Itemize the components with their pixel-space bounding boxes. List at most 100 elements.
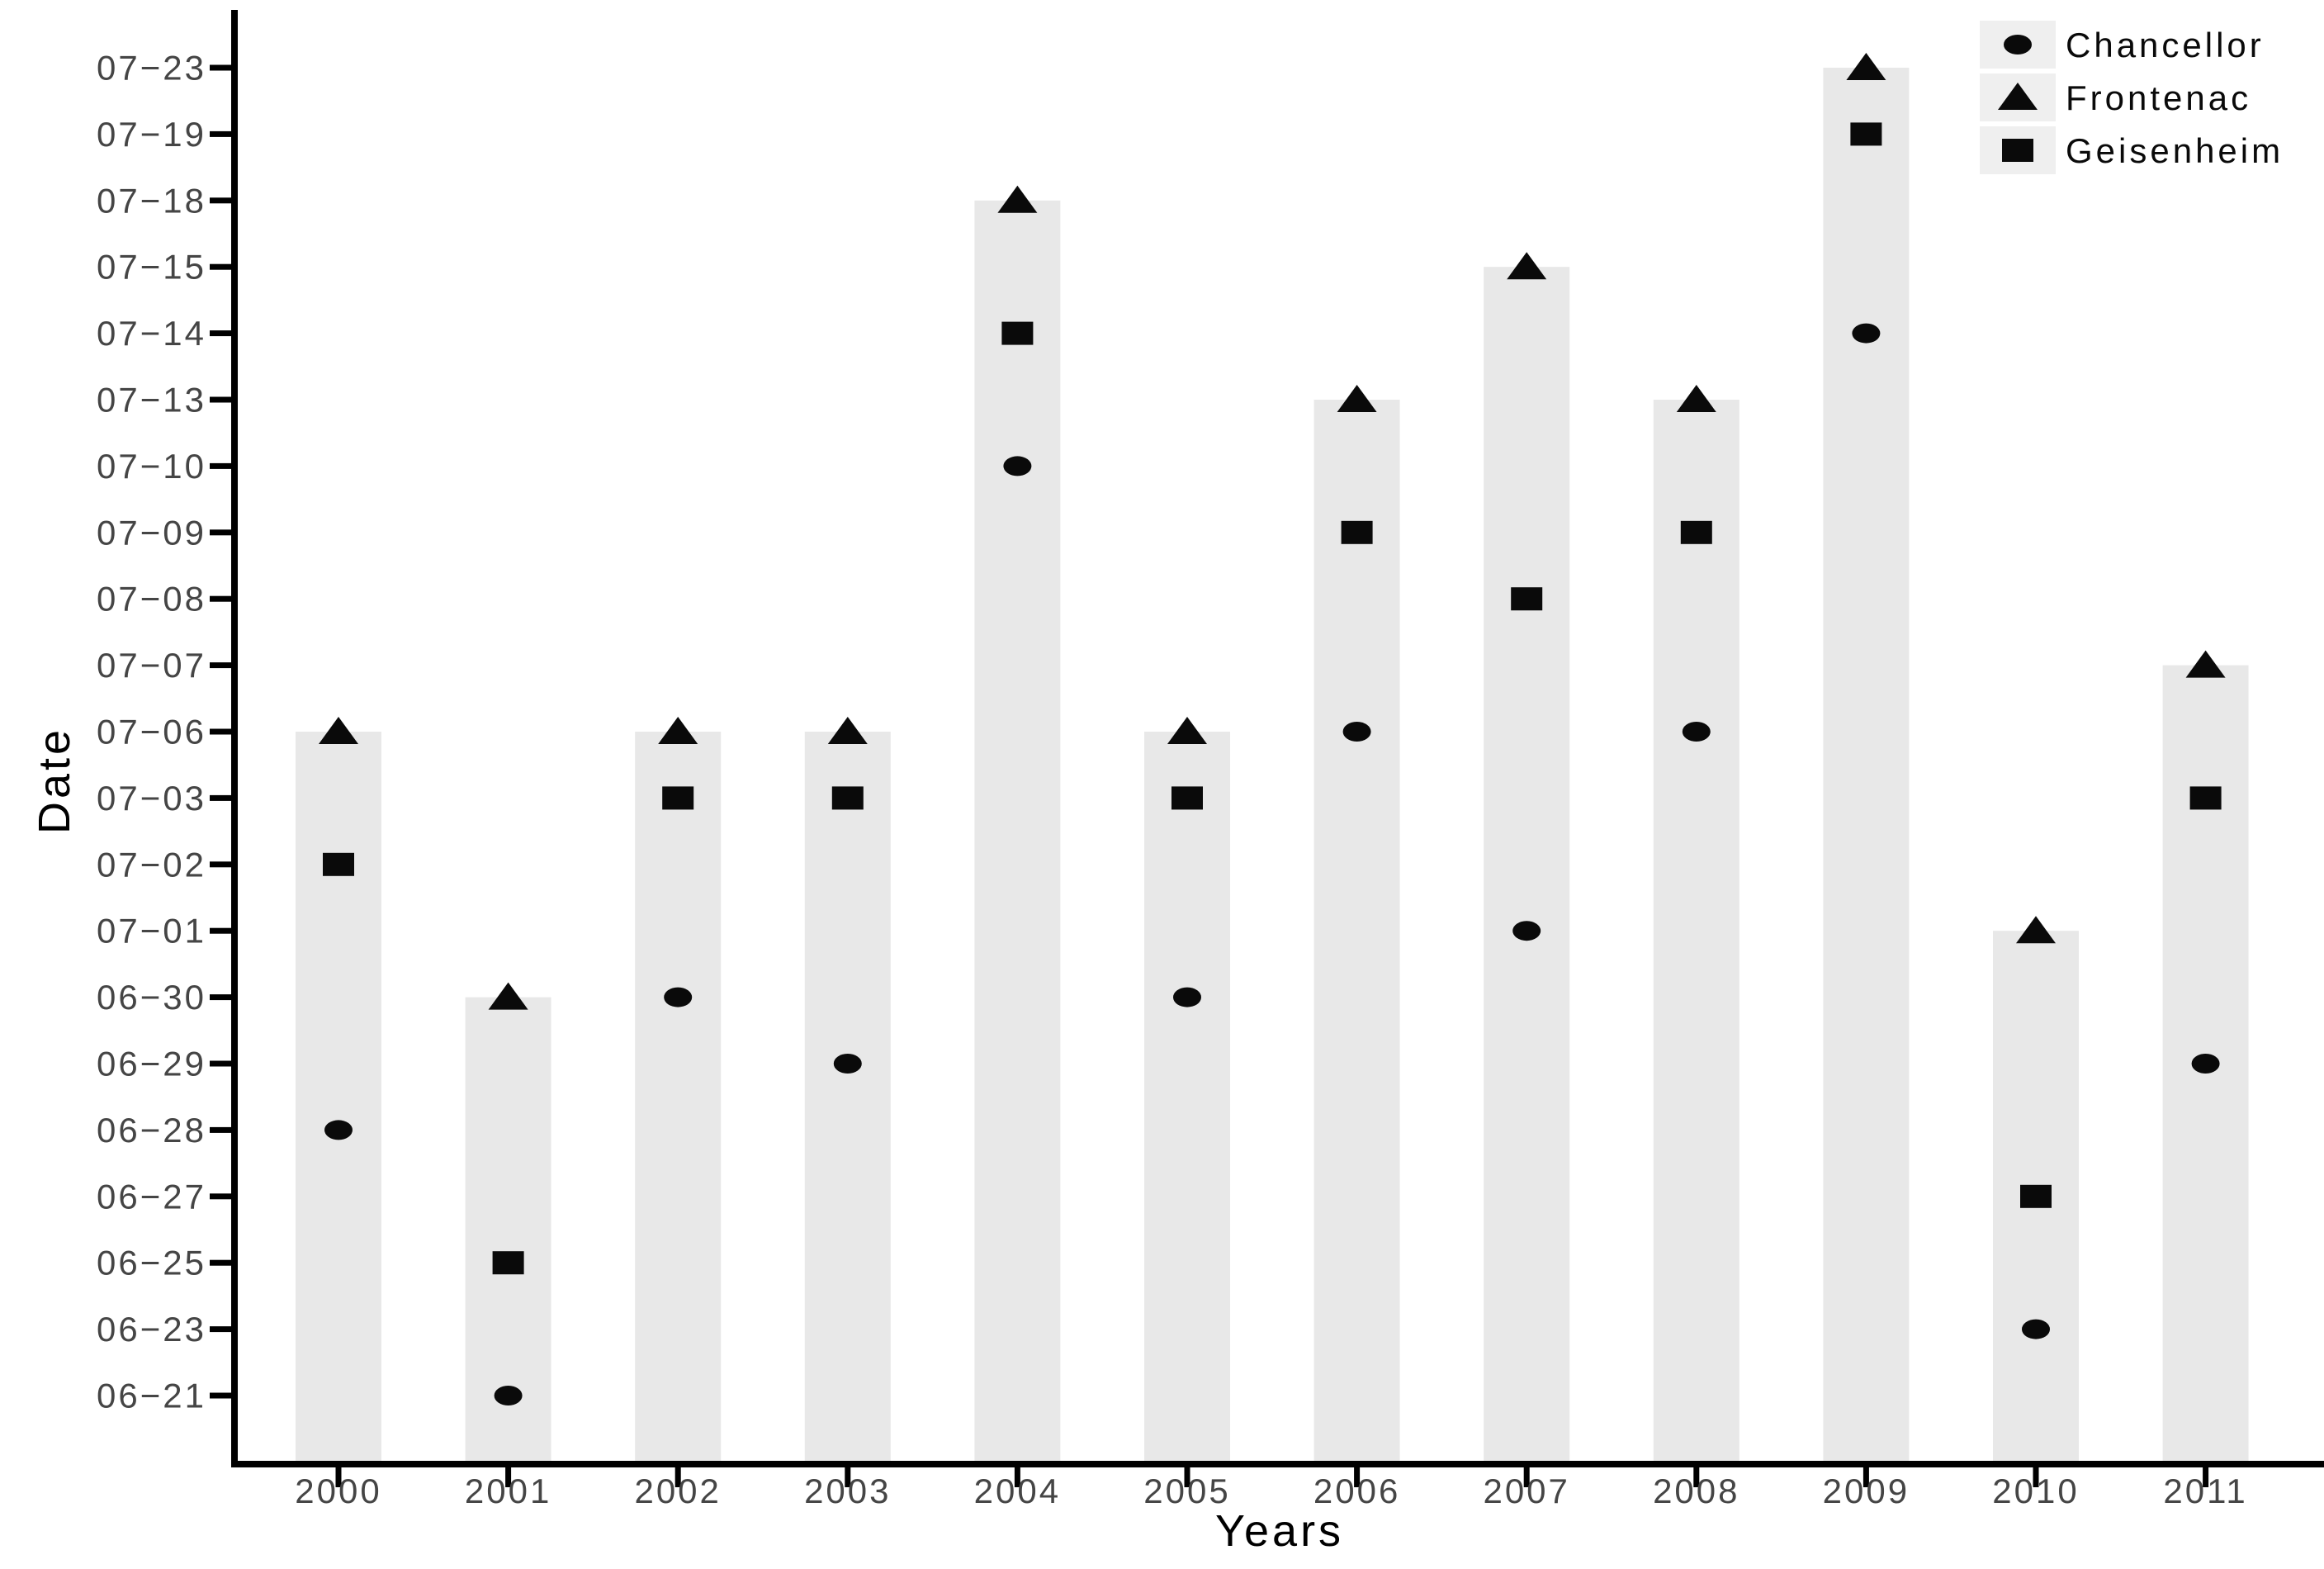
legend-label: Chancellor <box>2066 26 2265 64</box>
y-tick-label: 07−01 <box>97 912 206 950</box>
frontenac-marker <box>2185 650 2226 678</box>
geisenheim-marker <box>2189 786 2222 810</box>
x-axis-ticks: 2000 2001 2002 2003 2004 2005 2006 2007 2008 2009… <box>295 1467 2247 1510</box>
year-bar <box>804 732 891 1462</box>
y-tick-label: 07−08 <box>97 580 206 619</box>
frontenac-marker <box>658 717 698 744</box>
y-axis-title: Date <box>30 727 79 834</box>
x-tick-label: 2008 <box>1653 1472 1739 1510</box>
y-tick <box>210 64 231 71</box>
y-tick-label: 06−27 <box>97 1177 206 1216</box>
y-tick <box>210 794 231 801</box>
x-tick <box>674 1467 681 1487</box>
legend: Chancellor Frontenac Geisenheim <box>1980 21 2280 174</box>
y-tick <box>210 861 231 868</box>
y-tick-label: 06−29 <box>97 1045 206 1083</box>
x-tick <box>1523 1467 1530 1487</box>
y-tick <box>210 662 231 669</box>
x-tick-label: 2009 <box>1823 1472 1910 1510</box>
year-bar <box>1484 267 1570 1463</box>
y-tick <box>210 396 231 403</box>
chancellor-marker <box>1682 722 1711 742</box>
bars-group <box>296 68 2249 1463</box>
y-tick <box>210 197 231 204</box>
chancellor-marker <box>833 1054 862 1074</box>
geisenheim-marker <box>2020 1184 2052 1208</box>
geisenheim-marker <box>831 786 864 810</box>
chancellor-marker <box>2191 1054 2220 1074</box>
y-tick-label: 07−13 <box>97 381 206 420</box>
x-axis-line <box>231 1461 2324 1467</box>
frontenac-marker <box>488 982 528 1010</box>
frontenac-marker <box>1676 385 1716 412</box>
y-tick-label: 07−23 <box>97 49 206 88</box>
geisenheim-marker <box>1680 520 1712 544</box>
y-tick <box>210 1126 231 1133</box>
y-tick-label: 07−10 <box>97 447 206 486</box>
y-tick <box>210 1193 231 1200</box>
chancellor-marker <box>1173 987 1201 1007</box>
geisenheim-marker <box>492 1251 524 1275</box>
frontenac-marker <box>997 185 1038 213</box>
y-tick <box>210 1259 231 1266</box>
geisenheim-marker <box>662 786 694 810</box>
chancellor-marker <box>324 1120 353 1140</box>
year-bar <box>635 732 722 1462</box>
y-tick-label: 06−30 <box>97 978 206 1017</box>
year-bar <box>1823 68 1910 1462</box>
y-tick-label: 07−14 <box>97 314 206 353</box>
y-axis-ticks: 06−21 06−23 06−25 06−27 06−28 06−29 06−30 07−01… <box>97 49 231 1415</box>
chancellor-marker <box>1342 722 1371 742</box>
chancellor-marker <box>494 1386 523 1405</box>
y-tick-label: 07−15 <box>97 248 206 287</box>
frontenac-marker <box>827 717 868 744</box>
y-tick-label: 07−02 <box>97 845 206 884</box>
y-tick <box>210 994 231 1001</box>
x-tick-label: 2006 <box>1313 1472 1400 1510</box>
y-tick-label: 06−28 <box>97 1111 206 1149</box>
x-tick <box>845 1467 851 1487</box>
year-bar <box>465 997 551 1462</box>
y-tick <box>210 1326 231 1333</box>
geisenheim-marker <box>323 852 354 876</box>
y-tick <box>210 1392 231 1399</box>
x-tick <box>1184 1467 1190 1487</box>
frontenac-marker <box>1167 717 1207 744</box>
y-tick <box>210 1060 231 1067</box>
x-tick <box>505 1467 512 1487</box>
geisenheim-marker <box>1511 587 1543 611</box>
y-tick <box>210 462 231 469</box>
y-tick <box>210 927 231 934</box>
geisenheim-marker <box>1001 321 1034 345</box>
y-tick-label: 07−07 <box>97 646 206 685</box>
x-tick-label: 2002 <box>634 1472 721 1510</box>
y-tick <box>210 263 231 270</box>
year-bar <box>974 200 1061 1462</box>
geisenheim-marker <box>1341 520 1373 544</box>
x-tick <box>1863 1467 1869 1487</box>
legend-label: Frontenac <box>2066 78 2251 117</box>
y-tick-label: 07−18 <box>97 181 206 220</box>
frontenac-marker <box>1846 53 1886 80</box>
x-tick-label: 2011 <box>2163 1472 2247 1510</box>
axes-group <box>231 10 2324 1467</box>
legend-square-icon <box>2002 139 2033 162</box>
x-tick-label: 2000 <box>295 1472 381 1510</box>
chancellor-marker <box>1512 921 1541 941</box>
year-bar <box>1653 400 1739 1462</box>
y-tick <box>210 728 231 735</box>
frontenac-marker <box>2016 916 2056 944</box>
x-tick-label: 2007 <box>1483 1472 1569 1510</box>
x-tick-label: 2005 <box>1143 1472 1230 1510</box>
geisenheim-marker <box>1171 786 1203 810</box>
frontenac-marker <box>1507 252 1547 280</box>
x-tick <box>2203 1467 2209 1487</box>
frontenac-marker <box>319 717 358 744</box>
x-tick <box>2033 1467 2039 1487</box>
year-bar <box>1144 732 1230 1462</box>
y-tick <box>210 130 231 137</box>
chancellor-marker <box>664 987 693 1007</box>
y-tick-label: 07−19 <box>97 115 206 154</box>
chancellor-marker <box>1852 323 1881 344</box>
